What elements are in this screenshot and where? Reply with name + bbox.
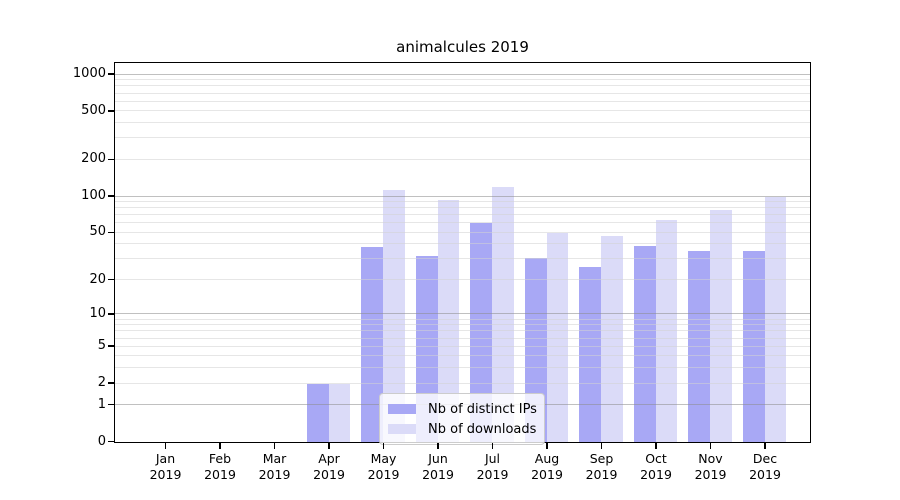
ytick-label-1: 1 (97, 396, 106, 412)
xtick-mark (709, 443, 712, 449)
legend-item-downloads: Nb of downloads (388, 419, 536, 439)
bar-downloads-may (383, 190, 405, 442)
xtick-label-jul: Jul 2019 (476, 451, 509, 482)
ytick-mark (107, 158, 114, 161)
grid-layer (115, 63, 810, 442)
ytick-mark (107, 195, 114, 197)
ytick-label-1000: 1000 (72, 66, 106, 82)
gridline-6 (115, 337, 810, 339)
plot-area: Nb of distinct IPs Nb of downloads (114, 62, 811, 445)
ytick-mark (107, 110, 114, 112)
xtick-label-aug: Aug 2019 (531, 451, 563, 482)
gridline-900 (115, 79, 810, 81)
gridline-80 (115, 207, 810, 209)
chart-title: animalcules 2019 (396, 38, 529, 56)
gridline-300 (115, 137, 810, 139)
gridline-4 (115, 355, 810, 357)
gridline-90 (115, 201, 810, 203)
ytick-mark (107, 313, 114, 315)
gridline-400 (115, 122, 810, 124)
ytick-mark (107, 382, 114, 384)
ytick-mark (107, 440, 114, 443)
gridline-70 (115, 214, 810, 216)
ytick-label-0: 0 (97, 433, 106, 449)
bar-downloads-jun (437, 200, 460, 442)
xtick-mark (273, 443, 276, 449)
gridline-30 (115, 258, 810, 260)
bar-ips-dec (742, 251, 765, 442)
xtick-label-oct: Oct 2019 (640, 451, 672, 482)
gridline-20 (115, 279, 810, 281)
xtick-mark (655, 443, 657, 449)
legend-label: Nb of distinct IPs (428, 401, 537, 417)
gridline-600 (115, 100, 810, 102)
xtick-mark (491, 443, 494, 449)
gridline-100 (115, 195, 810, 197)
bar-downloads-nov (710, 209, 732, 442)
ytick-mark (107, 403, 114, 406)
bar-ips-oct (633, 245, 656, 442)
xtick-mark (437, 443, 439, 449)
bar-downloads-aug (546, 232, 569, 442)
xtick-mark (600, 443, 603, 449)
ytick-label-20: 20 (89, 271, 106, 287)
xtick-label-nov: Nov 2019 (694, 451, 727, 482)
xtick-label-sep: Sep 2019 (585, 451, 618, 482)
bar-ips-jul (470, 223, 492, 442)
bar-ips-may (361, 247, 383, 442)
bar-ips-nov (688, 251, 710, 442)
gridline-700 (115, 92, 810, 94)
gridline-800 (115, 85, 810, 87)
legend-swatch-icon (388, 404, 416, 414)
ytick-mark (107, 345, 114, 347)
gridline-50 (115, 231, 810, 233)
gridline-9 (115, 318, 810, 320)
xtick-label-dec: Dec 2019 (749, 451, 781, 482)
xtick-mark (164, 443, 167, 449)
xtick-mark (764, 443, 766, 449)
ytick-label-200: 200 (81, 151, 106, 167)
bar-ips-sep (579, 266, 601, 442)
ytick-label-10: 10 (89, 305, 106, 321)
xtick-label-jan: Jan 2019 (149, 451, 182, 482)
gridline-200 (115, 158, 810, 160)
xtick-label-mar: Mar 2019 (258, 451, 291, 482)
bar-ips-apr (306, 383, 329, 442)
bars-layer (115, 63, 810, 442)
gridline-1000 (115, 73, 810, 75)
gridline-500 (115, 110, 810, 112)
ytick-label-50: 50 (89, 224, 106, 240)
ytick-label-100: 100 (81, 188, 106, 204)
bar-downloads-apr (328, 383, 351, 442)
ytick-mark (107, 278, 114, 281)
ytick-label-2: 2 (97, 375, 106, 391)
ytick-label-500: 500 (81, 102, 106, 118)
xtick-label-may: May 2019 (367, 451, 400, 482)
gridline-40 (115, 243, 810, 245)
gridline-5 (115, 345, 810, 347)
xtick-mark (382, 443, 385, 449)
gridline-60 (115, 222, 810, 224)
xtick-mark (328, 443, 330, 449)
bar-downloads-sep (601, 236, 623, 442)
xtick-mark (546, 443, 548, 449)
xtick-label-apr: Apr 2019 (313, 451, 345, 482)
ytick-mark (107, 73, 114, 75)
gridline-7 (115, 330, 810, 332)
gridline-8 (115, 324, 810, 326)
legend-item-ips: Nb of distinct IPs (388, 399, 537, 419)
ytick-label-5: 5 (97, 338, 106, 354)
gridline-3 (115, 367, 810, 369)
ytick-mark (107, 231, 114, 234)
legend: Nb of distinct IPs Nb of downloads (379, 393, 545, 445)
legend-label: Nb of downloads (428, 421, 537, 437)
gridline-10 (115, 313, 810, 315)
gridline-2 (115, 382, 810, 384)
xtick-label-feb: Feb 2019 (204, 451, 236, 482)
legend-swatch-icon (388, 424, 416, 434)
xtick-label-jun: Jun 2019 (422, 451, 454, 482)
xtick-mark (219, 443, 221, 449)
